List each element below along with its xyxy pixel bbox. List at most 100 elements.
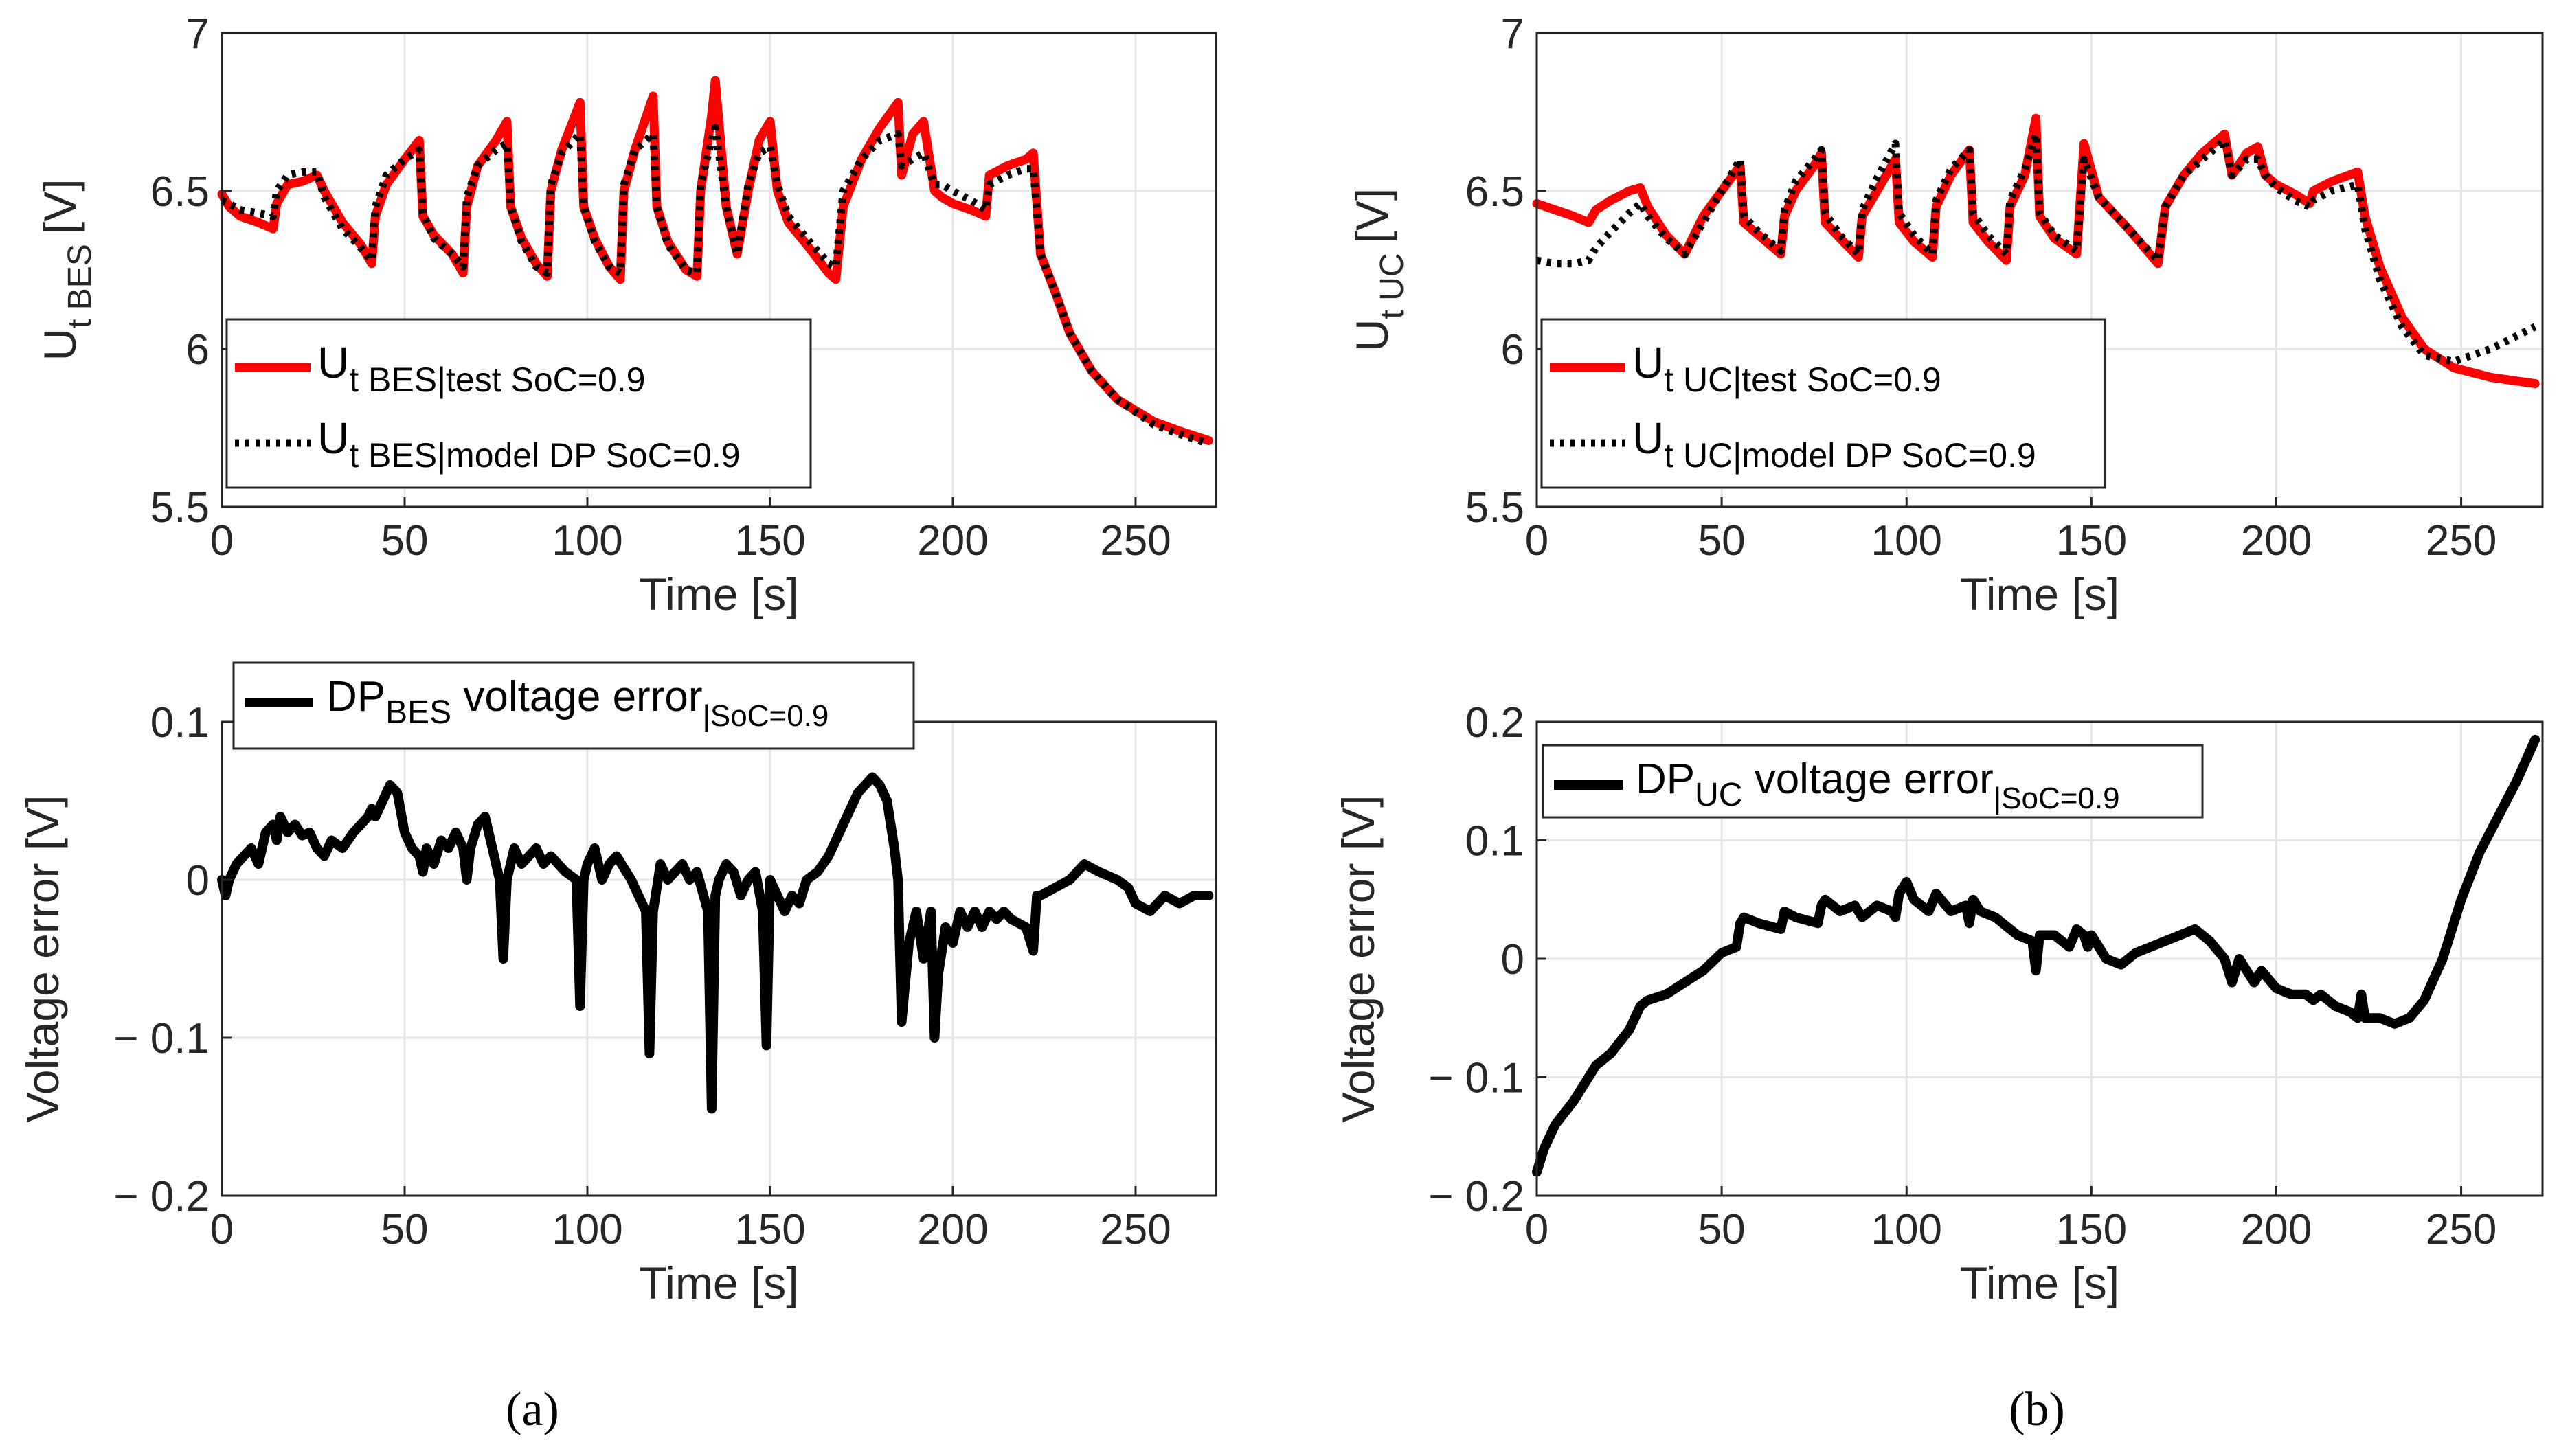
y-axis: − 0.2 − 0.1 0 0.1 xyxy=(113,699,232,1220)
legend-box xyxy=(232,661,915,750)
legend-entry-1: Ut BES|test SoC=0.9 xyxy=(317,338,646,399)
legend-sub2: |SoC=0.9 xyxy=(1994,782,2120,815)
y-axis-label-sub: t UC xyxy=(1374,253,1410,319)
x-tick-label: 0 xyxy=(1525,1206,1548,1253)
legend-box xyxy=(1542,744,2204,819)
x-tick-label: 0 xyxy=(1525,517,1548,565)
y-axis: 5.5 6 6.5 7 xyxy=(1465,10,1546,532)
legend-main: U xyxy=(317,338,349,387)
y-axis-label-unit: [V] xyxy=(34,179,85,234)
x-tick-label: 250 xyxy=(1100,1206,1171,1253)
x-tick-label: 50 xyxy=(1698,1206,1746,1253)
y-axis-label-main: U xyxy=(1346,319,1397,352)
x-tick-label: 150 xyxy=(734,1206,805,1253)
legend: Ut UC|test SoC=0.9Ut UC|model DP SoC=0.9 xyxy=(1540,318,2106,489)
x-tick-label: 150 xyxy=(2056,517,2127,565)
legend: DPBES voltage error|SoC=0.9 xyxy=(232,661,915,750)
legend-entry-1: DPBES voltage error|SoC=0.9 xyxy=(326,673,829,733)
legend-sub: UC xyxy=(1695,777,1742,813)
legend-main: U xyxy=(317,413,349,463)
panel-b-bottom-error-uc: 0 50 100 150 200 250 − 0.2 − 0.1 0 0.1 0.2 Time [s]… xyxy=(1333,699,2544,1308)
legend-entry-2: Ut BES|model DP SoC=0.9 xyxy=(317,413,741,475)
legend: DPUC voltage error|SoC=0.9 xyxy=(1542,744,2204,819)
x-tick-label: 200 xyxy=(917,1206,988,1253)
legend-main: U xyxy=(1632,338,1664,387)
y-axis: 5.5 6 6.5 7 xyxy=(150,10,232,532)
x-tick-label: 200 xyxy=(917,517,988,565)
legend-sub: t BES|test SoC=0.9 xyxy=(349,361,645,399)
x-axis-label: Time [s] xyxy=(639,569,798,619)
y-tick-label: 7 xyxy=(186,10,210,58)
y-tick-label: 6.5 xyxy=(150,168,210,216)
x-axis-label: Time [s] xyxy=(1960,569,2119,619)
y-tick-label: 6.5 xyxy=(1465,168,1524,216)
y-tick-label: 0 xyxy=(1501,936,1524,983)
panel-a-top-voltage-bes: 0 50 100 150 200 250 5.5 6 6.5 7 Time [s] Ut BES [V]… xyxy=(34,10,1217,619)
series-line-1 xyxy=(1532,734,2540,1177)
y-axis-label: Voltage error [V] xyxy=(17,795,68,1123)
y-tick-label: − 0.2 xyxy=(113,1173,210,1220)
x-tick-label: 250 xyxy=(1100,517,1171,565)
y-tick-label: 0 xyxy=(186,857,210,905)
axes-box xyxy=(1535,32,2544,508)
legend-entry-1: DPUC voltage error|SoC=0.9 xyxy=(1636,755,2120,815)
legend-main: DP xyxy=(1636,755,1695,803)
y-tick-label: 0.2 xyxy=(1465,699,1524,747)
y-tick-label: 5.5 xyxy=(150,484,210,532)
y-tick-label: 7 xyxy=(1501,10,1524,58)
y-tick-label: 5.5 xyxy=(1465,484,1524,532)
legend-sub: t BES|model DP SoC=0.9 xyxy=(349,436,740,475)
x-tick-label: 150 xyxy=(2056,1206,2127,1253)
x-tick-label: 0 xyxy=(210,517,234,565)
legend: Ut BES|test SoC=0.9Ut BES|model DP SoC=0… xyxy=(225,318,812,489)
y-tick-label: 0.1 xyxy=(1465,818,1524,865)
y-tick-label: 6 xyxy=(186,326,210,374)
x-axis: 0 50 100 150 200 250 xyxy=(1525,497,2496,565)
y-tick-label: − 0.1 xyxy=(113,1015,210,1062)
legend-main: U xyxy=(1632,413,1664,463)
x-tick-label: 200 xyxy=(2241,1206,2312,1253)
x-tick-label: 200 xyxy=(2241,517,2312,565)
y-tick-label: − 0.1 xyxy=(1428,1055,1524,1102)
axes-box xyxy=(221,32,1217,508)
series-line-2 xyxy=(1536,130,2537,365)
x-axis-label: Time [s] xyxy=(639,1258,798,1308)
x-axis-label: Time [s] xyxy=(1960,1258,2119,1308)
series-line-1 xyxy=(217,76,1213,445)
x-axis: 0 50 100 150 200 250 xyxy=(1525,1186,2496,1253)
y-axis: − 0.2 − 0.1 0 0.1 0.2 xyxy=(1428,699,1546,1220)
panel-a-bottom-error-bes: 0 50 100 150 200 250 − 0.2 − 0.1 0 0.1 Time [s] Vol… xyxy=(17,661,1217,1308)
legend-sub: t UC|test SoC=0.9 xyxy=(1664,361,1941,399)
legend-entry-2: Ut UC|model DP SoC=0.9 xyxy=(1632,413,2036,475)
x-tick-label: 150 xyxy=(734,517,805,565)
legend-sub: BES xyxy=(385,694,451,731)
x-axis: 0 50 100 150 200 250 xyxy=(210,1186,1171,1253)
x-tick-label: 250 xyxy=(2426,517,2496,565)
y-tick-label: 0.1 xyxy=(150,699,210,747)
x-tick-label: 250 xyxy=(2426,1206,2496,1253)
x-tick-label: 100 xyxy=(552,517,622,565)
y-axis-label: Voltage error [V] xyxy=(1333,795,1384,1123)
x-tick-label: 100 xyxy=(1871,517,1942,565)
caption-a: (a) xyxy=(506,1383,559,1436)
y-axis-label-sub: t BES xyxy=(62,244,98,328)
y-axis-label: Ut UC [V] xyxy=(1346,188,1410,352)
caption-b: (b) xyxy=(2009,1383,2065,1436)
legend-entry-1: Ut UC|test SoC=0.9 xyxy=(1632,338,1941,399)
y-axis-label-unit: [V] xyxy=(1346,188,1397,244)
y-axis-label-main: U xyxy=(34,328,85,361)
x-tick-label: 0 xyxy=(210,1206,234,1253)
x-tick-label: 50 xyxy=(381,517,429,565)
legend-rest: voltage error xyxy=(1742,755,1993,803)
x-tick-label: 100 xyxy=(552,1206,622,1253)
y-tick-label: 6 xyxy=(1501,326,1524,374)
legend-rest: voltage error xyxy=(451,673,702,720)
y-axis-label: Ut BES [V] xyxy=(34,179,98,361)
series-line-1 xyxy=(217,772,1214,1114)
x-tick-label: 50 xyxy=(1698,517,1746,565)
legend-sub: t UC|model DP SoC=0.9 xyxy=(1664,436,2036,475)
legend-sub2: |SoC=0.9 xyxy=(702,699,829,733)
y-tick-label: − 0.2 xyxy=(1428,1173,1524,1220)
